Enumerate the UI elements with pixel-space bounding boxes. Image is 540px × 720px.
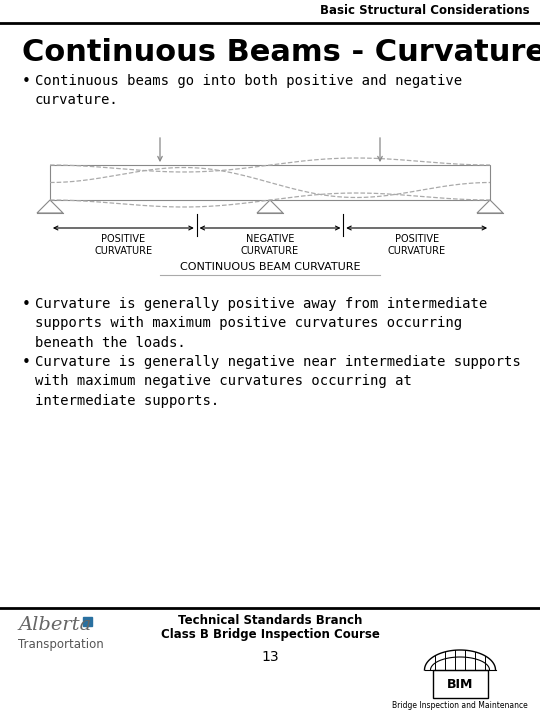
Text: Continuous beams go into both positive and negative
curvature.: Continuous beams go into both positive a… [35, 74, 462, 107]
Text: Technical Standards Branch: Technical Standards Branch [178, 614, 362, 627]
Text: Continuous Beams - Curvature: Continuous Beams - Curvature [22, 38, 540, 67]
Text: Alberta: Alberta [18, 616, 91, 634]
Bar [433, 670, 488, 698]
Text: POSITIVE
CURVATURE: POSITIVE CURVATURE [94, 234, 152, 256]
Text: •: • [22, 297, 31, 312]
Text: CONTINUOUS BEAM CURVATURE: CONTINUOUS BEAM CURVATURE [180, 262, 360, 272]
Text: Class B Bridge Inspection Course: Class B Bridge Inspection Course [160, 628, 380, 641]
Text: NEGATIVE
CURVATURE: NEGATIVE CURVATURE [241, 234, 299, 256]
Text: POSITIVE
CURVATURE: POSITIVE CURVATURE [388, 234, 445, 256]
Text: Bridge Inspection and Maintenance: Bridge Inspection and Maintenance [392, 701, 528, 710]
Bar [50, 165, 490, 200]
Text: BIM: BIM [447, 678, 473, 690]
Bar [83, 617, 92, 626]
Text: Basic Structural Considerations: Basic Structural Considerations [320, 4, 530, 17]
Text: 13: 13 [261, 650, 279, 664]
Text: Curvature is generally negative near intermediate supports
with maximum negative: Curvature is generally negative near int… [35, 355, 521, 408]
Text: •: • [22, 74, 31, 89]
Text: Curvature is generally positive away from intermediate
supports with maximum pos: Curvature is generally positive away fro… [35, 297, 487, 350]
Text: •: • [22, 355, 31, 370]
Text: Transportation: Transportation [18, 638, 104, 651]
